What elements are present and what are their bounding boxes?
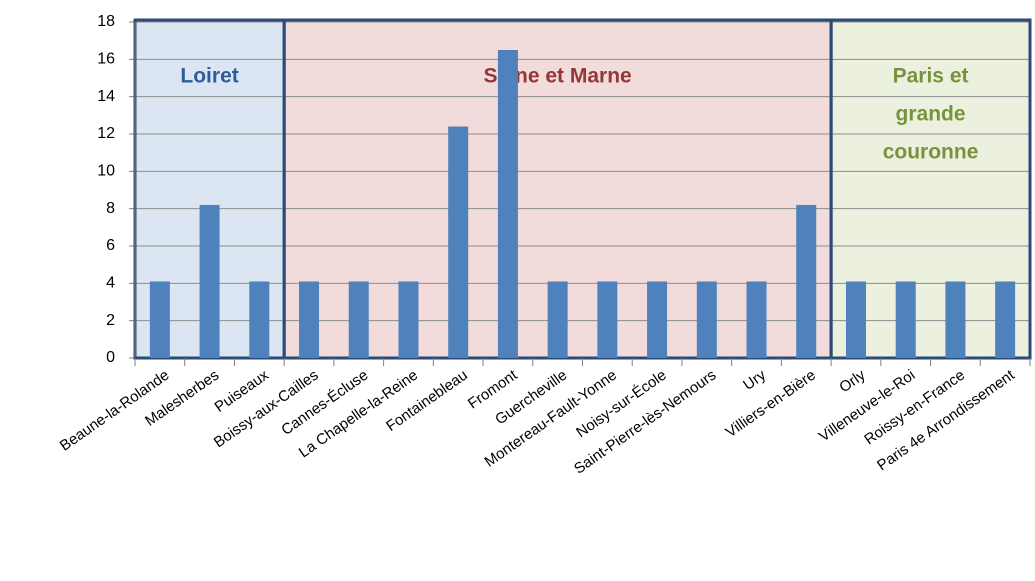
y-tick-label: 0 — [106, 349, 115, 366]
bar — [696, 281, 717, 358]
y-tick-label: 2 — [106, 312, 115, 329]
group-label: Loiret — [180, 65, 238, 88]
y-tick-label: 10 — [97, 163, 115, 180]
bar — [746, 281, 767, 358]
y-tick-label: 16 — [97, 51, 115, 68]
bar — [945, 281, 966, 358]
bar — [597, 281, 618, 358]
bar — [149, 281, 170, 358]
group-label: grande — [896, 103, 966, 126]
y-tick-label: 6 — [106, 237, 115, 254]
bar — [348, 281, 369, 358]
x-tick-label: Ury — [740, 366, 769, 394]
bar — [199, 204, 220, 358]
bar — [995, 281, 1016, 358]
group-label: Paris et — [893, 65, 969, 88]
y-tick-label: 8 — [106, 200, 115, 217]
y-tick-label: 12 — [97, 125, 115, 142]
bar — [895, 281, 916, 358]
bar — [299, 281, 320, 358]
bar — [845, 281, 866, 358]
bar — [448, 126, 469, 359]
group-label: Seine et Marne — [484, 65, 632, 88]
bar — [497, 50, 518, 358]
y-tick-label: 4 — [106, 275, 115, 292]
group-label: couronne — [883, 141, 979, 164]
bar — [547, 281, 568, 358]
y-tick-label: 18 — [97, 13, 115, 30]
bar — [249, 281, 270, 358]
bar — [796, 204, 817, 358]
y-tick-label: 14 — [97, 88, 115, 105]
bar — [647, 281, 668, 358]
x-tick-label: Villiers-en-Bière — [723, 367, 819, 441]
bar — [398, 281, 419, 358]
x-tick-label: Orly — [836, 366, 869, 396]
